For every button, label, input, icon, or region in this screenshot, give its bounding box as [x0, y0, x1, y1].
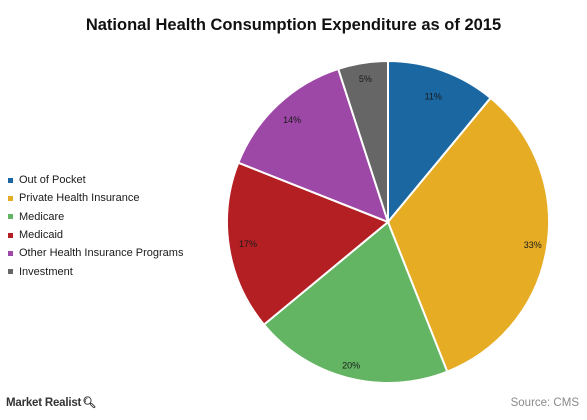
slice-label: 14% — [283, 115, 301, 125]
slice-label: 17% — [239, 239, 257, 249]
brand-logo: Market Realist🔍︎ — [6, 396, 96, 409]
legend-item-out-of-pocket: Out of Pocket — [8, 171, 183, 189]
pie-slice-private-health-insurance — [386, 96, 550, 373]
slice-label: 20% — [342, 360, 360, 370]
legend-swatch — [8, 269, 13, 275]
legend-label: Out of Pocket — [19, 174, 86, 187]
legend-item-investment: Investment — [8, 262, 183, 280]
legend-item-medicare: Medicare — [8, 208, 183, 226]
pie-slice-medicare — [262, 220, 449, 384]
legend-swatch — [8, 177, 13, 183]
pie-slice-out-of-pocket — [387, 59, 493, 225]
legend-item-other-health-insurance: Other Health Insurance Programs — [8, 244, 183, 262]
legend-label: Private Health Insurance — [19, 192, 140, 205]
legend-swatch — [8, 214, 13, 220]
pie-slice-medicaid — [226, 161, 390, 327]
legend-item-private-health-insurance: Private Health Insurance — [8, 189, 183, 207]
legend-swatch — [8, 250, 13, 256]
pie-slice-investment — [336, 59, 389, 223]
legend-item-medicaid: Medicaid — [8, 226, 183, 244]
magnifier-icon: 🔍︎ — [82, 397, 96, 409]
legend-swatch — [8, 195, 13, 201]
brand-name: Market Realist — [6, 397, 82, 409]
legend-label: Medicare — [19, 210, 65, 223]
slice-label: 33% — [524, 240, 542, 250]
pie-slices — [226, 59, 550, 384]
slice-label: 11% — [425, 91, 442, 101]
chart-title: National Health Consumption Expenditure … — [85, 16, 502, 34]
legend-swatch — [8, 232, 13, 238]
chart-legend: Out of Pocket Private Health Insurance M… — [8, 171, 183, 281]
legend-label: Medicaid — [19, 229, 64, 242]
source-note: Source: CMS — [510, 397, 579, 409]
slice-label: 5% — [359, 74, 372, 84]
legend-label: Investment — [19, 265, 73, 278]
pie-labels: 11% 33% 20% 17% 14% 5% — [239, 74, 542, 371]
legend-label: Other Health Insurance Programs — [19, 247, 184, 260]
